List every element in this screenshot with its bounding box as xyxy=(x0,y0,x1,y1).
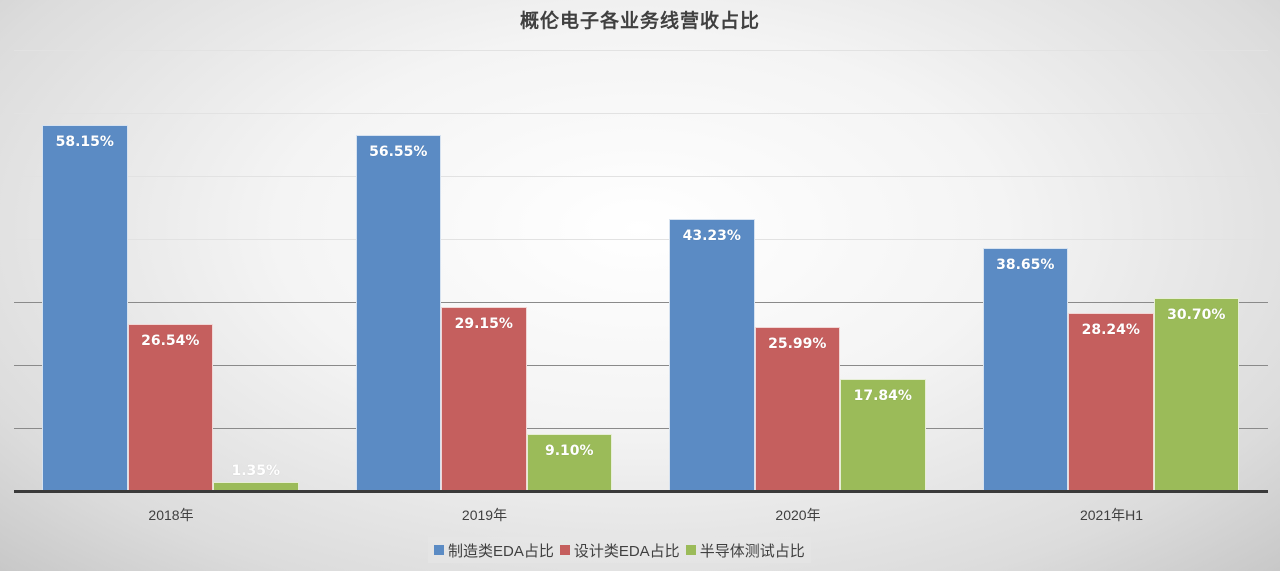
legend-item: 设计类EDA占比 xyxy=(559,540,680,561)
data-label: 43.23% xyxy=(682,227,741,244)
gridline xyxy=(14,239,1268,240)
legend-label: 制造类EDA占比 xyxy=(448,542,554,560)
data-label: 56.55% xyxy=(369,143,428,160)
legend-swatch-icon xyxy=(559,545,570,555)
bar-1-4: 38.65% xyxy=(982,247,1068,491)
legend-swatch-icon xyxy=(434,545,444,555)
x-axis-category-label: 2019年 xyxy=(461,507,508,523)
bar-3-3: 17.84% xyxy=(840,378,926,491)
x-axis-line xyxy=(14,490,1268,493)
gridline xyxy=(14,113,1268,114)
data-label: 17.84% xyxy=(853,387,912,404)
legend-label: 设计类EDA占比 xyxy=(573,542,680,560)
plot-area: 58.15% 26.54% 1.35% 2018年 56.55% 29.15% 9.10% 2… xyxy=(14,0,1268,571)
data-label: 28.24% xyxy=(1081,322,1140,339)
data-label: 38.65% xyxy=(996,256,1055,273)
data-label: 1.35% xyxy=(231,463,281,480)
x-axis-category-label: 2020年 xyxy=(775,507,821,523)
x-axis-category-label: 2018年 xyxy=(148,507,194,523)
bar-2-2: 29.15% xyxy=(441,307,527,491)
x-axis-category-label: 2021年H1 xyxy=(1079,507,1144,523)
bar-2-1: 26.54% xyxy=(127,323,213,491)
bar-3-4: 30.70% xyxy=(1153,297,1239,491)
bar-3-1: 1.35% xyxy=(213,463,299,491)
data-label: 26.54% xyxy=(141,332,200,349)
bar-1-2: 56.55% xyxy=(355,134,441,491)
data-label: 58.15% xyxy=(55,133,114,150)
chart-title: 概伦电子各业务线营收占比 xyxy=(519,10,760,32)
bar-2-3: 25.99% xyxy=(754,327,840,491)
data-label: 30.70% xyxy=(1167,306,1226,323)
gridline xyxy=(14,365,1268,366)
gridline xyxy=(14,302,1268,303)
data-label: 25.99% xyxy=(768,336,827,353)
legend: 制造类EDA占比 设计类EDA占比 半导体测试占比 xyxy=(428,537,811,563)
gridline xyxy=(14,428,1268,429)
legend-item: 制造类EDA占比 xyxy=(434,540,554,561)
data-label: 9.10% xyxy=(544,442,594,459)
bar-2-4: 28.24% xyxy=(1068,313,1154,491)
bar-1-3: 43.23% xyxy=(669,218,755,491)
gridline xyxy=(14,176,1268,177)
data-label: 29.15% xyxy=(454,316,513,333)
bar-1-1: 58.15% xyxy=(42,124,128,491)
legend-item: 半导体测试占比 xyxy=(685,540,805,561)
gridline xyxy=(14,50,1268,51)
legend-swatch-icon xyxy=(685,545,696,555)
legend-label: 半导体测试占比 xyxy=(699,542,805,560)
bar-3-2: 9.10% xyxy=(526,433,612,491)
